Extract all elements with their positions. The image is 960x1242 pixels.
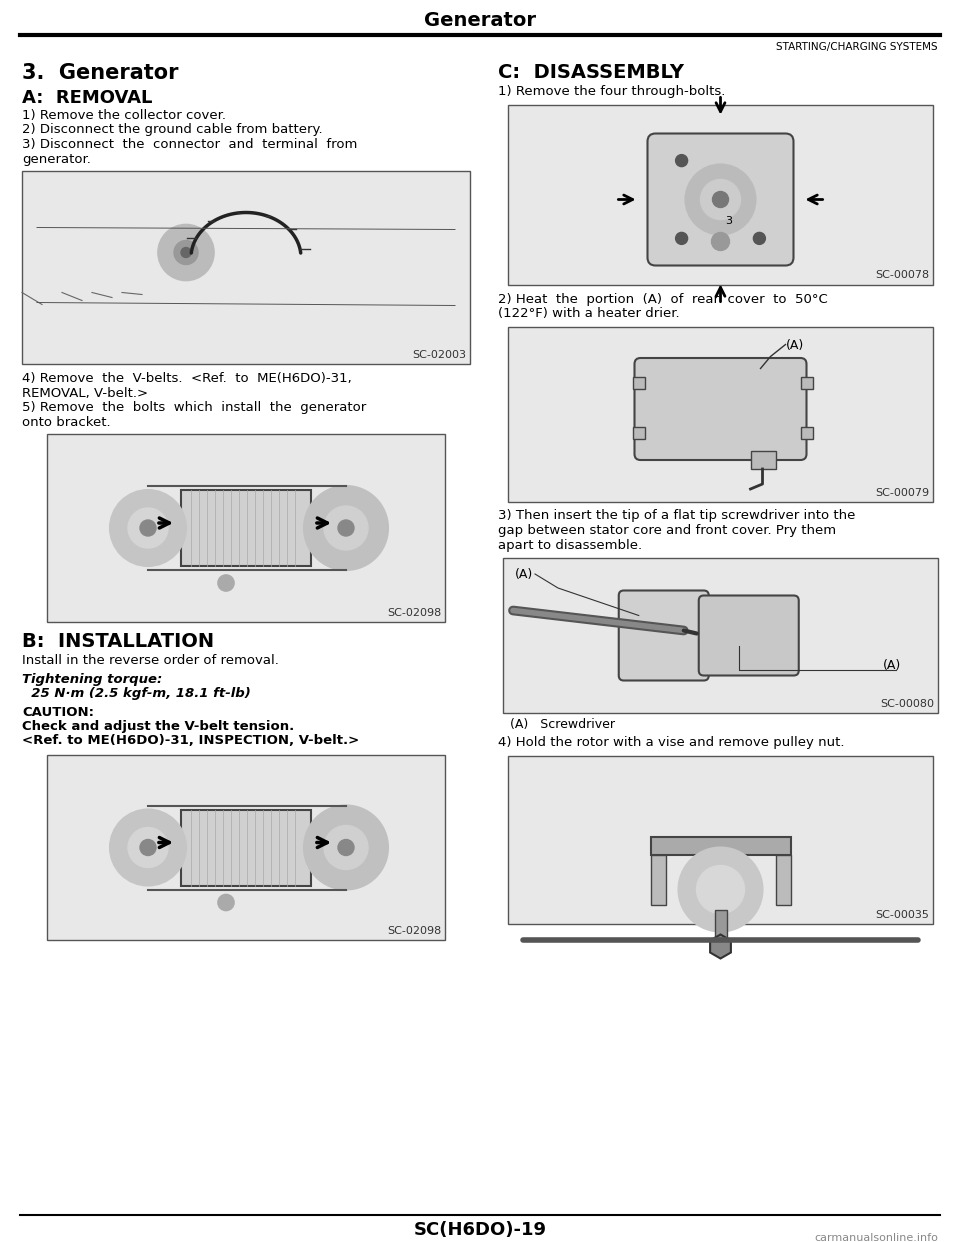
Text: Check and adjust the V-belt tension.: Check and adjust the V-belt tension.: [22, 720, 295, 733]
Circle shape: [697, 866, 745, 914]
Text: 3) Then insert the tip of a flat tip screwdriver into the: 3) Then insert the tip of a flat tip scr…: [498, 509, 855, 523]
Circle shape: [324, 826, 368, 869]
Text: (A)   Screwdriver: (A) Screwdriver: [510, 718, 615, 732]
Bar: [22, 171, 470, 364]
FancyBboxPatch shape: [635, 358, 806, 460]
Bar: [801, 427, 812, 438]
Circle shape: [754, 232, 765, 245]
Bar: [801, 378, 812, 389]
Circle shape: [338, 520, 354, 537]
Text: B:  INSTALLATION: B: INSTALLATION: [22, 632, 214, 651]
Bar: [776, 854, 790, 904]
Bar: [714, 909, 727, 944]
Text: SC-00078: SC-00078: [875, 271, 929, 281]
FancyBboxPatch shape: [647, 133, 794, 266]
Circle shape: [110, 810, 186, 886]
Text: SC-02003: SC-02003: [412, 350, 466, 360]
Bar: [651, 854, 665, 904]
Circle shape: [685, 164, 756, 235]
Circle shape: [304, 486, 388, 570]
Text: 1) Remove the collector cover.: 1) Remove the collector cover.: [22, 109, 226, 122]
Text: SC-00080: SC-00080: [880, 699, 934, 709]
Text: Tightening torque:: Tightening torque:: [22, 672, 162, 686]
Text: 4) Remove  the  V-belts.  <Ref.  to  ME(H6DO)-31,: 4) Remove the V-belts. <Ref. to ME(H6DO)…: [22, 373, 351, 385]
Circle shape: [110, 491, 186, 566]
Circle shape: [679, 847, 762, 932]
Text: (122°F) with a heater drier.: (122°F) with a heater drier.: [498, 307, 680, 320]
Circle shape: [304, 806, 388, 889]
Text: 5) Remove  the  bolts  which  install  the  generator: 5) Remove the bolts which install the ge…: [22, 401, 367, 414]
Circle shape: [174, 241, 198, 265]
Bar: [181, 810, 311, 886]
Circle shape: [140, 520, 156, 537]
Bar: [633, 427, 644, 438]
Text: SC-02098: SC-02098: [387, 927, 441, 936]
Text: 2) Heat  the  portion  (A)  of  rear  cover  to  50°C: 2) Heat the portion (A) of rear cover to…: [498, 293, 828, 306]
Bar: [508, 327, 933, 502]
Text: REMOVAL, V-belt.>: REMOVAL, V-belt.>: [22, 386, 148, 400]
Circle shape: [218, 575, 234, 591]
Text: carmanualsonline.info: carmanualsonline.info: [814, 1233, 938, 1242]
Circle shape: [701, 180, 740, 220]
Text: CAUTION:: CAUTION:: [22, 705, 94, 719]
Text: gap between stator core and front cover. Pry them: gap between stator core and front cover.…: [498, 524, 836, 537]
Bar: [47, 433, 445, 622]
Circle shape: [711, 232, 730, 251]
Circle shape: [128, 508, 168, 548]
FancyBboxPatch shape: [699, 595, 799, 676]
Text: SC-00035: SC-00035: [876, 909, 929, 919]
Bar: [503, 558, 938, 713]
Text: (A): (A): [883, 658, 901, 672]
FancyBboxPatch shape: [619, 590, 708, 681]
Text: 4) Hold the rotor with a vise and remove pulley nut.: 4) Hold the rotor with a vise and remove…: [498, 737, 845, 749]
Circle shape: [676, 154, 687, 166]
Circle shape: [712, 191, 729, 207]
Text: SC(H6DO)-19: SC(H6DO)-19: [414, 1221, 546, 1240]
Bar: [47, 755, 445, 940]
Bar: [651, 837, 790, 854]
Circle shape: [218, 894, 234, 910]
Bar: [751, 451, 776, 469]
Text: (A): (A): [515, 568, 533, 581]
Text: C:  DISASSEMBLY: C: DISASSEMBLY: [498, 63, 684, 82]
Text: Generator: Generator: [424, 10, 536, 30]
Text: 25 N·m (2.5 kgf-m, 18.1 ft-lb): 25 N·m (2.5 kgf-m, 18.1 ft-lb): [22, 687, 251, 700]
Circle shape: [140, 840, 156, 856]
Text: A:  REMOVAL: A: REMOVAL: [22, 89, 153, 107]
Text: apart to disassemble.: apart to disassemble.: [498, 539, 642, 551]
Text: 1) Remove the four through-bolts.: 1) Remove the four through-bolts.: [498, 84, 726, 98]
Text: Install in the reverse order of removal.: Install in the reverse order of removal.: [22, 655, 278, 667]
Text: (A): (A): [785, 339, 804, 351]
Text: 2) Disconnect the ground cable from battery.: 2) Disconnect the ground cable from batt…: [22, 123, 323, 137]
Text: generator.: generator.: [22, 153, 91, 165]
Bar: [181, 491, 311, 566]
Text: STARTING/CHARGING SYSTEMS: STARTING/CHARGING SYSTEMS: [777, 42, 938, 52]
Text: SC-02098: SC-02098: [387, 609, 441, 619]
Text: 3.  Generator: 3. Generator: [22, 63, 179, 83]
Circle shape: [128, 827, 168, 867]
Circle shape: [158, 225, 214, 281]
Text: SC-00079: SC-00079: [875, 488, 929, 498]
Bar: [633, 378, 644, 389]
Bar: [508, 755, 933, 924]
Text: 3: 3: [726, 216, 732, 226]
Text: <Ref. to ME(H6DO)-31, INSPECTION, V-belt.>: <Ref. to ME(H6DO)-31, INSPECTION, V-belt…: [22, 734, 359, 748]
Text: 3) Disconnect  the  connector  and  terminal  from: 3) Disconnect the connector and terminal…: [22, 138, 357, 152]
Circle shape: [338, 840, 354, 856]
Bar: [508, 104, 933, 284]
Circle shape: [676, 232, 687, 245]
Text: onto bracket.: onto bracket.: [22, 416, 110, 428]
Circle shape: [181, 247, 191, 257]
Circle shape: [324, 505, 368, 550]
